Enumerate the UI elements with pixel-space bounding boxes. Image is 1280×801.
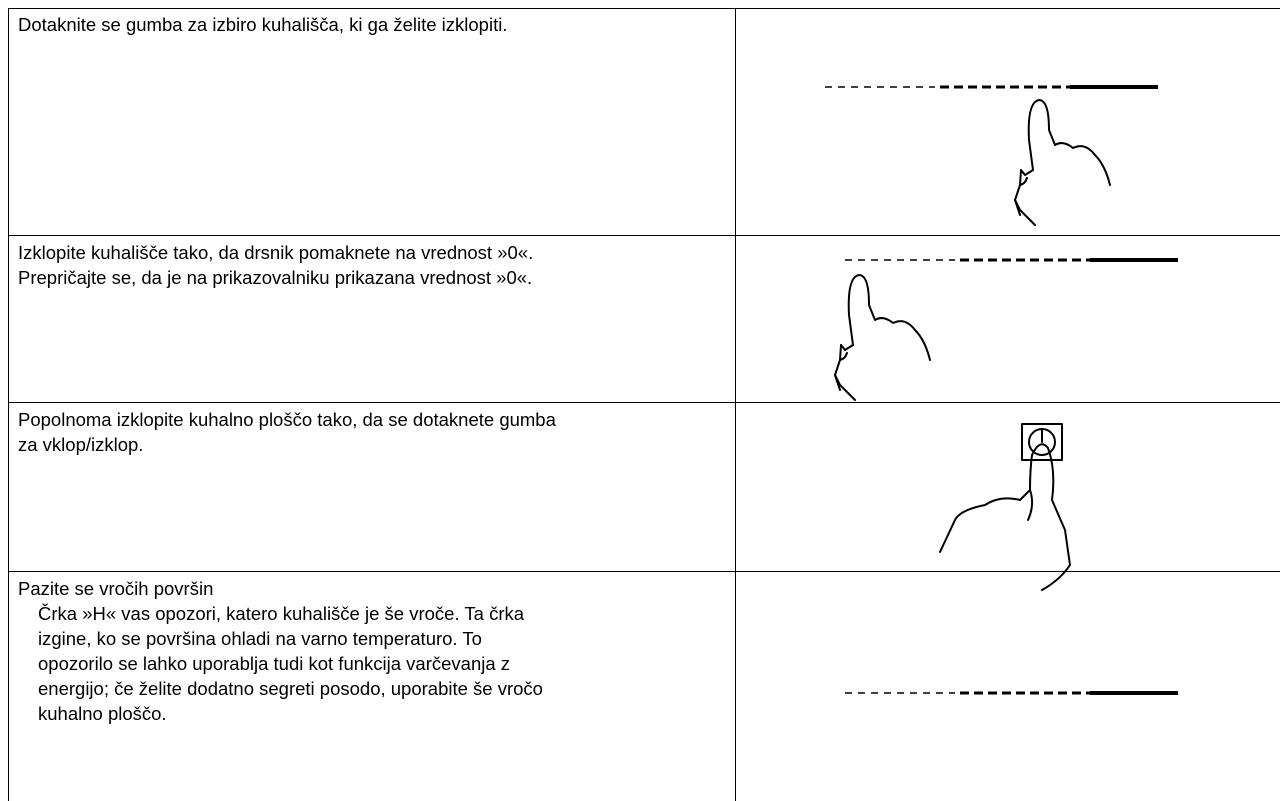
power-button-illustration bbox=[939, 423, 1071, 591]
text-line: Črka »H« vas opozori, katero kuhališče j… bbox=[38, 603, 525, 624]
text-line: Pazite se vročih površin bbox=[18, 578, 214, 599]
text-line: Popolnoma izklopite kuhalno ploščo tako,… bbox=[18, 409, 556, 430]
text-line: Prepričajte se, da je na prikazovalniku … bbox=[18, 267, 533, 288]
row-text: Izklopite kuhališče tako, da drsnik poma… bbox=[18, 240, 730, 290]
row-text: Dotaknite se gumba za izbiro kuhališča, … bbox=[18, 12, 730, 37]
text-line: Izklopite kuhališče tako, da drsnik poma… bbox=[18, 242, 534, 263]
row-border bbox=[8, 8, 1280, 9]
hand-illustration bbox=[1014, 99, 1111, 226]
text-line: opozorilo se lahko uporablja tudi kot fu… bbox=[38, 653, 511, 674]
row-border bbox=[8, 571, 1280, 572]
hand-illustration bbox=[834, 274, 931, 401]
column-border bbox=[8, 8, 9, 801]
column-border bbox=[735, 8, 736, 801]
row-border bbox=[8, 402, 1280, 403]
text-line: za vklop/izklop. bbox=[18, 434, 144, 455]
row-text: Pazite se vročih površin Črka »H« vas opo… bbox=[18, 576, 730, 726]
text-line: kuhalno ploščo. bbox=[38, 703, 167, 724]
text-line: energijo; če želite dodatno segreti poso… bbox=[38, 678, 543, 699]
row-border bbox=[8, 235, 1280, 236]
text-line: izgine, ko se površina ohladi na varno t… bbox=[38, 628, 482, 649]
row-text: Popolnoma izklopite kuhalno ploščo tako,… bbox=[18, 407, 730, 457]
text-line: Dotaknite se gumba za izbiro kuhališča, … bbox=[18, 14, 508, 35]
